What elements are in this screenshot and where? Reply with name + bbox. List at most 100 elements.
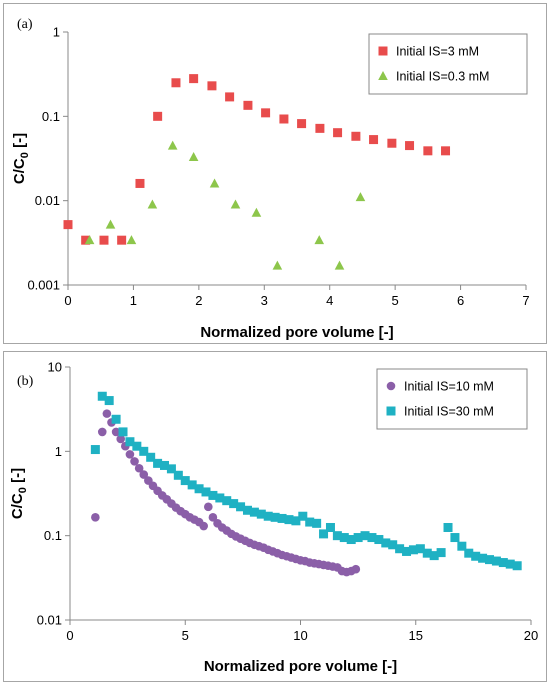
chart-a-x-tick-label: 1 (130, 293, 137, 308)
chart-a-series-2-point (314, 235, 325, 245)
chart-b-series-2-point (215, 493, 225, 503)
chart-a-y-axis-title: C/C0 [-] (11, 133, 31, 184)
chart-b-series-2-point (160, 460, 170, 470)
chart-b-series-2-point (153, 458, 163, 468)
chart-a-series-2-point (188, 151, 199, 161)
chart-a-series-1-point (207, 81, 217, 91)
chart-b-series-2-point (332, 531, 342, 541)
chart-b-series-2-point (166, 464, 176, 474)
chart-b-series-1-point (116, 434, 126, 444)
chart-b-series-2-point (298, 511, 308, 521)
chart-a-series-2-point (105, 219, 116, 229)
chart-a-series-1-point (99, 235, 109, 245)
chart-a-series-2-point (355, 192, 366, 202)
chart-b-series-2-point (464, 548, 474, 558)
chart-b-series-2-point (194, 484, 204, 494)
chart-b-series-2-point (125, 437, 135, 447)
chart-a-series-2-point (126, 235, 137, 245)
chart-b-series-2-point (312, 518, 322, 528)
chart-b-series-2-point (388, 540, 398, 550)
chart-b-series-2-point (367, 533, 377, 543)
chart-a-panel-label: (a) (17, 17, 33, 32)
chart-a-y-tick-label: 1 (53, 25, 60, 40)
chart-a-y-tick-label: 0.001 (27, 278, 60, 293)
chart-a-series-2-point (272, 260, 283, 270)
chart-panel-b: (b) 0 5 10 15 20 0.01 0.1 1 10 Normalized pore vol… (3, 351, 547, 682)
chart-b-series-2-point (201, 487, 211, 497)
chart-a-x-tick-label: 5 (392, 293, 399, 308)
chart-b-series-2-point (146, 452, 156, 462)
chart-b-series-2-point (256, 509, 266, 519)
chart-a-legend-marker-1 (378, 46, 388, 56)
chart-a-legend-label-2: Initial IS=0.3 mM (396, 70, 489, 84)
chart-b-y-axis-title: C/C0 [-] (9, 468, 29, 519)
chart-b-series-1-point (134, 463, 144, 473)
chart-a-series-1-point (135, 178, 145, 188)
chart-b-series-2-point (277, 513, 287, 523)
chart-b-series-2-point (512, 561, 522, 571)
chart-b-series-1-point (208, 513, 218, 522)
chart-b-series-2-point (319, 529, 329, 539)
chart-b-legend-label-2: Initial IS=30 mM (404, 405, 494, 419)
chart-b-y-tick-label: 10 (48, 360, 62, 375)
chart-b-series-2-point (242, 505, 252, 515)
chart-b-series-2-point (505, 559, 515, 569)
chart-b-series-2-point (457, 541, 467, 551)
chart-b-series-2-point (339, 533, 349, 543)
chart-b-series-2-point (346, 535, 356, 545)
chart-a-legend (368, 33, 528, 95)
chart-a-series-2-point (251, 207, 262, 217)
chart-a-legend-marker-2 (378, 71, 388, 80)
chart-b-legend-marker-2 (386, 406, 396, 416)
chart-b-series-1-point (102, 409, 112, 418)
chart-a-series-1-point (81, 235, 91, 245)
chart-b-series-2-point (291, 516, 301, 526)
chart-a-series-1-point (243, 100, 253, 110)
chart-b-series-1-point (204, 502, 213, 512)
chart-b-x-tick-label: 5 (182, 628, 189, 643)
chart-b-y-tick-label: 0.1 (44, 528, 62, 543)
chart-b-series-2 (90, 391, 522, 571)
chart-b-series-1-point (97, 427, 107, 437)
chart-a-series-1-point (153, 111, 163, 121)
chart-b-legend-marker-1 (386, 381, 396, 391)
chart-a-series-2-point (209, 178, 220, 188)
chart-b-series-2-point (402, 546, 412, 556)
chart-b-series-2-point (249, 507, 259, 517)
chart-panel-a: (a) 0 1 2 3 4 5 6 7 0.001 0.01 0.1 1 Normalized pore … (3, 3, 547, 344)
chart-a-x-tick-label: 0 (64, 293, 71, 308)
chart-a-series-1-point (297, 119, 307, 129)
chart-b-x-axis-title: Normalized pore volume [-] (204, 658, 397, 675)
chart-a-series-1 (63, 74, 451, 245)
chart-a-x-tick-label: 6 (457, 293, 464, 308)
chart-a-series-2-point (230, 199, 241, 209)
chart-a-x-axis-title: Normalized pore volume [-] (200, 324, 393, 341)
chart-b-series-2-point (180, 476, 190, 486)
chart-b-series-2-point (263, 511, 273, 521)
chart-a-series-1-point (189, 74, 199, 84)
chart-a-series-2-point (84, 235, 95, 245)
chart-b-series-2-point (111, 414, 121, 424)
chart-b-series-2-point (415, 544, 425, 554)
chart-a-series-1-point (441, 146, 451, 156)
chart-a-series-1-point (225, 92, 235, 102)
chart-b-series-2-point (229, 499, 239, 509)
chart-b-x-tick-label: 15 (409, 628, 423, 643)
chart-b-series-2-point (97, 391, 107, 401)
chart-b-series-2-point (408, 545, 418, 555)
chart-a-legend-label-1: Initial IS=3 mM (396, 45, 479, 59)
chart-a-series-1-point (333, 128, 343, 138)
chart-b-series-1-point (111, 427, 121, 437)
chart-b-series-1-point (91, 513, 100, 522)
chart-a-series-1-point (405, 141, 415, 151)
chart-b-series-2-point (118, 427, 128, 437)
chart-b-y-tick-label: 1 (55, 444, 62, 459)
chart-a-series-2-point (147, 199, 158, 209)
chart-b-panel-label: (b) (17, 374, 34, 389)
chart-a-x-tick-label: 7 (522, 293, 529, 308)
chart-b-series-1-point (125, 450, 135, 459)
chart-a-series-2 (84, 140, 366, 270)
chart-b-series-2-point (374, 535, 384, 545)
chart-a-y-tick-label: 0.1 (42, 109, 60, 124)
chart-b-series-2-point (284, 515, 294, 525)
